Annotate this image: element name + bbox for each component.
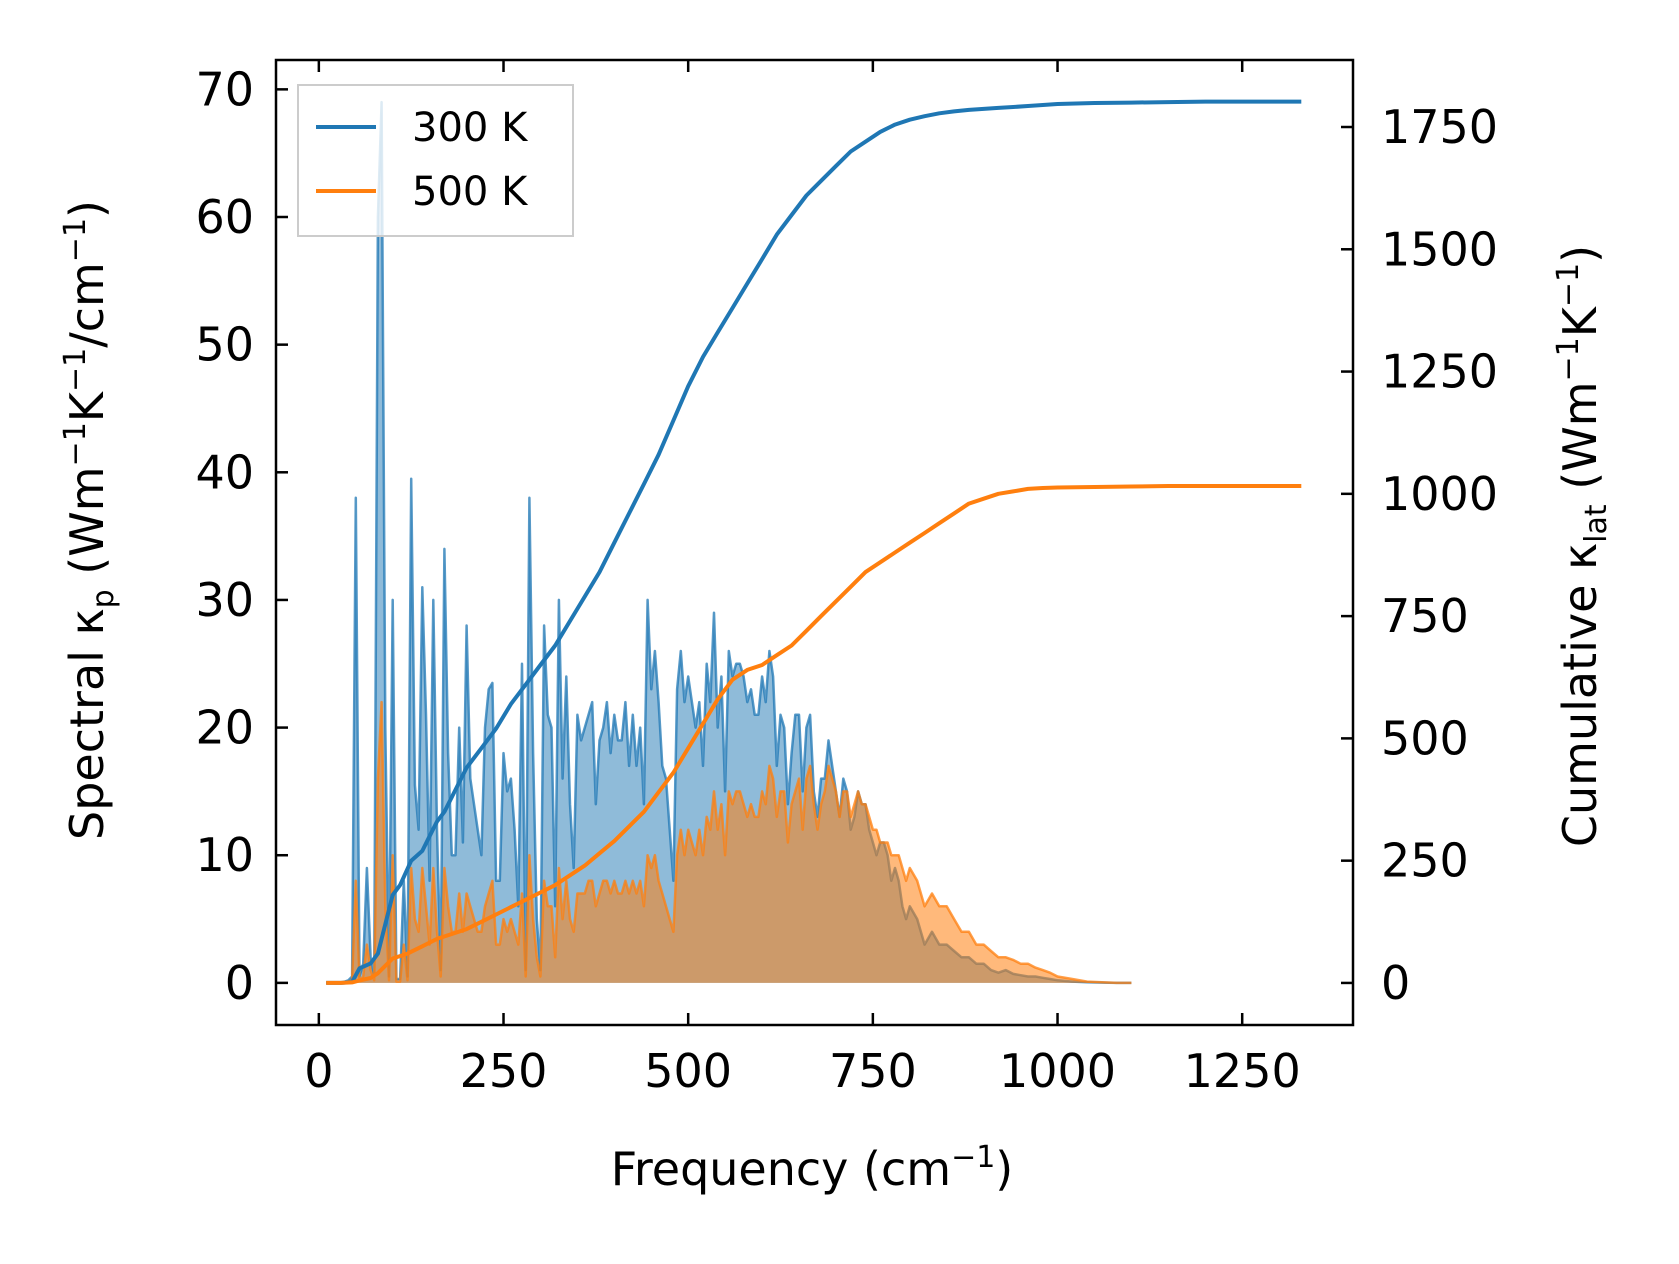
x-axis-label: Frequency (cm−1) [611,1140,1014,1196]
y-left-tick-label: 0 [225,956,254,1010]
spectral-fill-500k [326,702,1132,983]
y-left-tick-label: 60 [195,190,254,244]
cumulative-line-300k [326,99,1302,985]
y-right-tick-label: 1500 [1381,222,1498,276]
y-left-tick-label: 10 [195,828,254,882]
y-right-tick-label: 1250 [1381,345,1498,399]
x-tick-label: 1250 [1184,1044,1301,1098]
y-right-tick-label: 500 [1381,711,1469,765]
y-axis-left-label: Spectral κp (Wm−1K−1/cm−1) [58,200,121,840]
y-left-tick-label: 70 [195,62,254,116]
y-left-tick-label: 50 [195,318,254,372]
y-right-tick-label: 0 [1381,956,1410,1010]
y-left-tick-label: 40 [195,445,254,499]
x-tick-label: 250 [460,1044,548,1098]
y-right-tick-label: 1000 [1381,467,1498,521]
x-tick-label: 1000 [999,1044,1116,1098]
legend-box [297,84,574,237]
x-tick-label: 500 [644,1044,732,1098]
y-left-tick-label: 20 [195,701,254,755]
y-axis-right-label: Cumulative κlat (Wm−1K−1) [1551,245,1614,847]
legend: 300 K 500 K [297,84,574,237]
spectral-line-500k [326,700,1132,985]
y-right-tick-label: 250 [1381,834,1469,888]
plot-frame [274,58,1355,1027]
y-right-tick-label: 1750 [1381,100,1498,154]
legend-label-500k: 500 K [412,169,529,215]
axes-layer: 0 250 500 750 1000 1250 0 10 20 30 40 50 60 70 0 250 500… [195,58,1498,1098]
x-tick-label: 750 [829,1044,917,1098]
cumulative-line-500k [326,484,1302,985]
x-tick-label: 0 [304,1044,333,1098]
y-right-tick-label: 750 [1381,589,1469,643]
legend-label-300k: 300 K [412,105,529,151]
y-left-tick-label: 30 [195,573,254,627]
series-layer [326,99,1302,985]
